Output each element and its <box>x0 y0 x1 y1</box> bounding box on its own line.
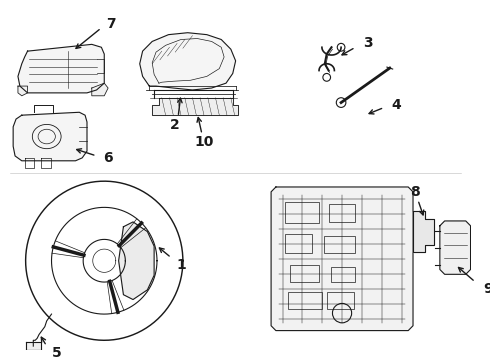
Polygon shape <box>140 33 236 90</box>
Polygon shape <box>440 221 470 274</box>
Text: 3: 3 <box>363 36 373 50</box>
Text: 4: 4 <box>391 98 401 112</box>
Text: 6: 6 <box>103 151 113 165</box>
Text: 9: 9 <box>483 282 490 296</box>
Polygon shape <box>25 350 41 360</box>
Text: 1: 1 <box>176 258 186 271</box>
Polygon shape <box>119 222 154 300</box>
Polygon shape <box>25 342 41 350</box>
Polygon shape <box>413 211 434 252</box>
Polygon shape <box>13 112 87 161</box>
Text: 8: 8 <box>410 185 420 199</box>
Text: 5: 5 <box>51 346 61 360</box>
Polygon shape <box>92 83 108 96</box>
Text: 2: 2 <box>171 118 180 132</box>
Text: 10: 10 <box>195 135 214 149</box>
Polygon shape <box>18 86 27 96</box>
Polygon shape <box>271 187 413 330</box>
Text: 7: 7 <box>106 17 116 31</box>
Polygon shape <box>18 44 104 93</box>
Polygon shape <box>152 98 239 115</box>
